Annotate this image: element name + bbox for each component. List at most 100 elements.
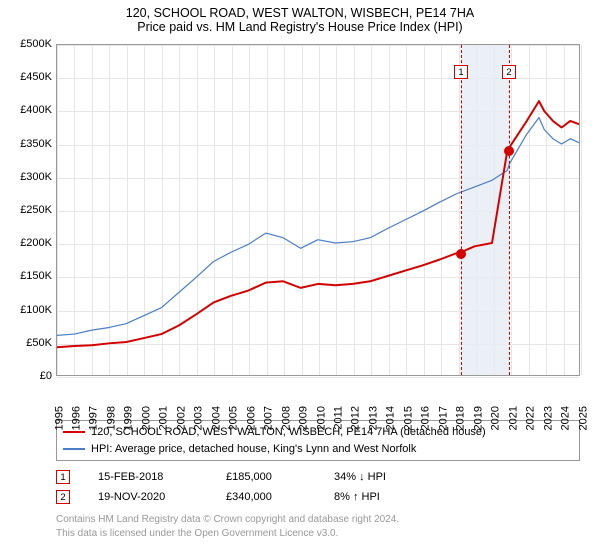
gridline-vertical <box>214 45 215 375</box>
gridline-vertical <box>144 45 145 375</box>
event-detail-row: 2 19-NOV-2020 £340,000 8% ↑ HPI <box>56 487 580 507</box>
x-tick-label: 1996 <box>70 406 82 430</box>
gridline-vertical <box>494 45 495 375</box>
x-tick-label: 2000 <box>140 406 152 430</box>
y-tick-label: £400K <box>20 104 52 116</box>
y-tick-label: £150K <box>20 270 52 282</box>
gridline-vertical <box>546 45 547 375</box>
gridline-horizontal <box>57 344 579 345</box>
gridline-vertical <box>249 45 250 375</box>
gridline-horizontal <box>57 211 579 212</box>
x-tick-label: 2002 <box>175 406 187 430</box>
gridline-vertical <box>92 45 93 375</box>
gridline-vertical <box>371 45 372 375</box>
chart-subtitle: Price paid vs. HM Land Registry's House … <box>0 20 600 34</box>
x-tick-label: 2005 <box>228 406 240 430</box>
gridline-vertical <box>302 45 303 375</box>
gridline-vertical <box>197 45 198 375</box>
gridline-vertical <box>162 45 163 375</box>
x-tick-label: 2020 <box>490 406 502 430</box>
chart-title-block: 120, SCHOOL ROAD, WEST WALTON, WISBECH, … <box>0 0 600 38</box>
gridline-horizontal <box>57 244 579 245</box>
event-marker-1: 1 <box>454 65 468 79</box>
x-tick-label: 2023 <box>542 406 554 430</box>
gridline-horizontal <box>57 78 579 79</box>
event-date: 19-NOV-2020 <box>98 491 208 503</box>
x-tick-label: 1998 <box>105 406 117 430</box>
legend-swatch <box>63 448 85 450</box>
gridline-vertical <box>389 45 390 375</box>
gridline-vertical <box>232 45 233 375</box>
series-svg <box>57 45 579 375</box>
x-tick-label: 2007 <box>263 406 275 430</box>
x-tick-label: 2022 <box>525 406 537 430</box>
gridline-horizontal <box>57 111 579 112</box>
event-date: 15-FEB-2018 <box>98 471 208 483</box>
x-tick-label: 2024 <box>560 406 572 430</box>
y-tick-label: £300K <box>20 171 52 183</box>
x-tick-label: 2025 <box>577 406 589 430</box>
event-price: £340,000 <box>226 491 316 503</box>
legend-swatch <box>63 431 85 433</box>
gridline-horizontal <box>57 45 579 46</box>
y-tick-label: £100K <box>20 304 52 316</box>
footer-line1: Contains HM Land Registry data © Crown c… <box>56 513 580 527</box>
series-hpi <box>57 118 579 336</box>
y-tick-label: £200K <box>20 237 52 249</box>
gridline-vertical <box>459 45 460 375</box>
gridline-vertical <box>511 45 512 375</box>
event-price: £185,000 <box>226 471 316 483</box>
gridline-vertical <box>319 45 320 375</box>
x-tick-label: 2021 <box>507 406 519 430</box>
x-tick-label: 2018 <box>455 406 467 430</box>
event-pct-vs-hpi: 8% ↑ HPI <box>334 491 424 503</box>
x-tick-label: 2011 <box>332 406 344 430</box>
gridline-vertical <box>109 45 110 375</box>
x-tick-label: 2015 <box>402 406 414 430</box>
event-pct-vs-hpi: 34% ↓ HPI <box>334 471 424 483</box>
event-marker-table: 1 15-FEB-2018 £185,000 34% ↓ HPI 2 19-NOV-202… <box>56 467 580 507</box>
y-axis: £0£50K£100K£150K£200K£250K£300K£350K£400… <box>0 44 56 376</box>
chart-plot-area: 12 <box>56 44 580 376</box>
gridline-vertical <box>564 45 565 375</box>
attribution-footer: Contains HM Land Registry data © Crown c… <box>56 513 580 540</box>
event-range-band <box>461 45 509 375</box>
gridline-vertical <box>127 45 128 375</box>
event-id-box: 1 <box>56 470 70 484</box>
gridline-vertical <box>581 45 582 375</box>
gridline-vertical <box>441 45 442 375</box>
x-tick-label: 2004 <box>210 406 222 430</box>
y-tick-label: £450K <box>20 71 52 83</box>
x-tick-label: 2019 <box>472 406 484 430</box>
x-tick-label: 2009 <box>298 406 310 430</box>
gridline-horizontal <box>57 145 579 146</box>
y-tick-label: £500K <box>20 38 52 50</box>
gridline-vertical <box>57 45 58 375</box>
chart-wrapper: £0£50K£100K£150K£200K£250K£300K£350K£400… <box>0 44 600 416</box>
x-tick-label: 1999 <box>123 406 135 430</box>
event-detail-row: 1 15-FEB-2018 £185,000 34% ↓ HPI <box>56 467 580 487</box>
gridline-vertical <box>476 45 477 375</box>
legend-entry: HPI: Average price, detached house, King… <box>63 441 573 458</box>
x-tick-label: 1995 <box>53 406 65 430</box>
gridline-vertical <box>284 45 285 375</box>
x-tick-label: 2008 <box>280 406 292 430</box>
gridline-vertical <box>529 45 530 375</box>
x-tick-label: 2012 <box>350 406 362 430</box>
x-tick-label: 2003 <box>193 406 205 430</box>
chart-title-line1: 120, SCHOOL ROAD, WEST WALTON, WISBECH, … <box>0 6 600 20</box>
y-tick-label: £50K <box>26 337 52 349</box>
event-id-box: 2 <box>56 490 70 504</box>
x-tick-label: 2014 <box>385 406 397 430</box>
x-tick-label: 2006 <box>245 406 257 430</box>
y-tick-label: £250K <box>20 204 52 216</box>
event-vline <box>509 45 510 375</box>
sale-dot <box>504 146 514 156</box>
y-tick-label: £0 <box>40 370 52 382</box>
gridline-vertical <box>406 45 407 375</box>
x-tick-label: 2001 <box>158 406 170 430</box>
gridline-horizontal <box>57 178 579 179</box>
gridline-vertical <box>179 45 180 375</box>
gridline-horizontal <box>57 277 579 278</box>
gridline-vertical <box>424 45 425 375</box>
